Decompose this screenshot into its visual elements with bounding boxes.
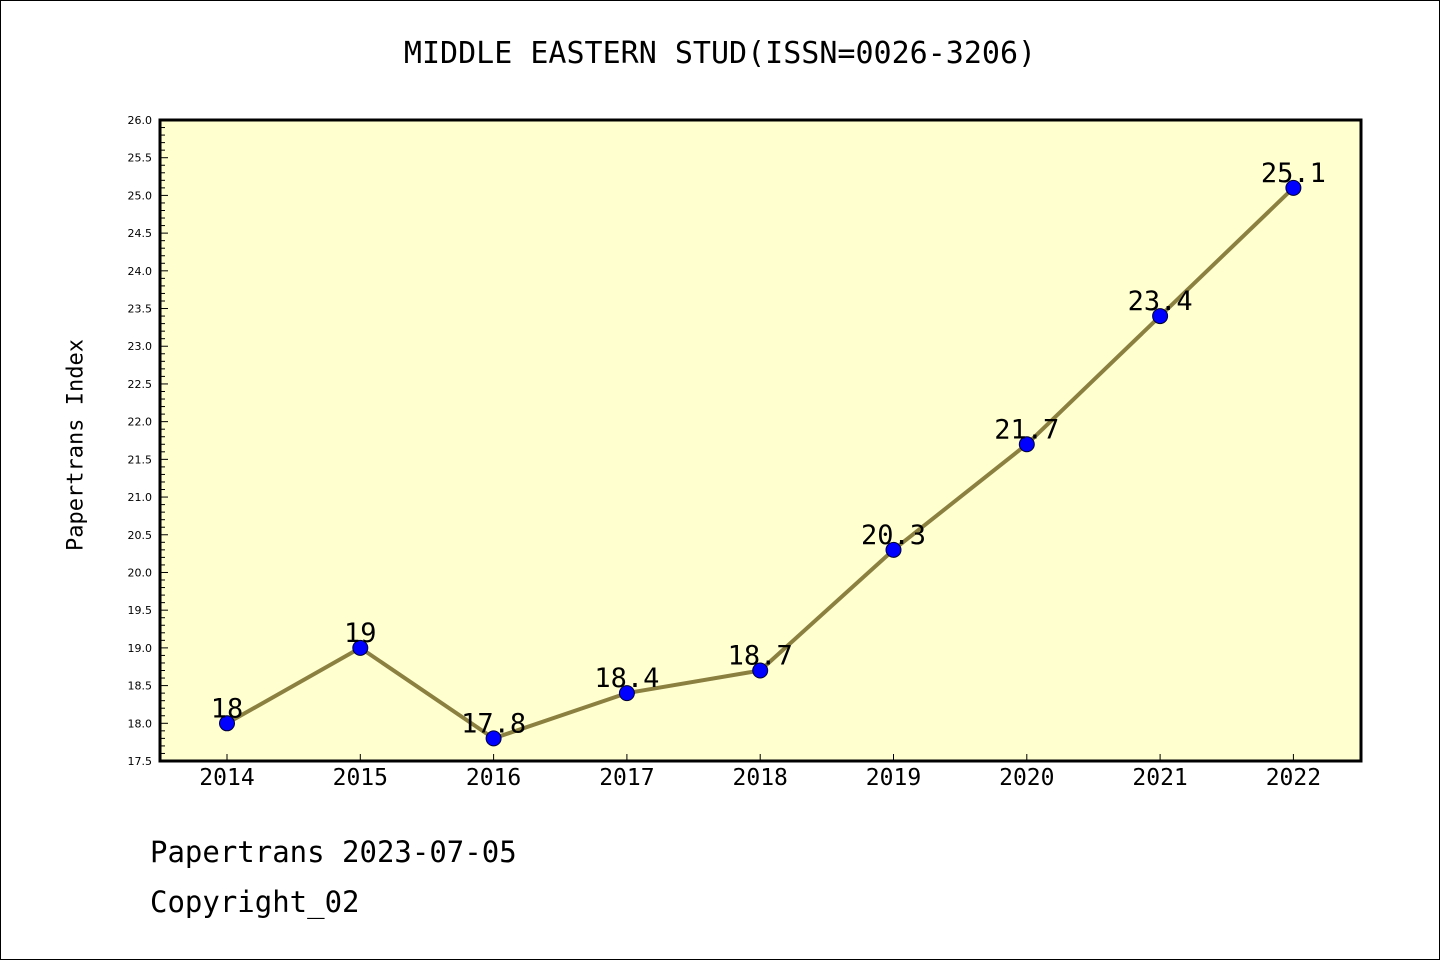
y-tick-label: 23.0	[128, 340, 153, 353]
x-tick-label: 2014	[199, 765, 254, 791]
footer-date: Papertrans 2023-07-05	[150, 835, 517, 869]
data-label: 21.7	[994, 414, 1059, 445]
chart-title: MIDDLE EASTERN STUD(ISSN=0026-3206)	[403, 36, 1037, 71]
data-label: 18.4	[594, 663, 659, 694]
data-point	[485, 730, 502, 747]
y-tick-label: 19.0	[128, 642, 153, 655]
y-tick-label: 19.5	[128, 604, 153, 617]
y-tick-label: 24.0	[128, 265, 153, 278]
data-point	[1152, 308, 1169, 325]
y-tick-label: 20.5	[128, 529, 153, 542]
y-tick-label: 18.0	[128, 717, 153, 730]
y-axis: 17.5 18.0 18.5 19.0 19.5 20.0 20.5 21.0 21.5 22.0…	[128, 114, 168, 768]
x-tick-label: 2022	[1266, 765, 1321, 791]
data-point	[352, 639, 369, 656]
x-tick-label: 2019	[866, 765, 921, 791]
x-tick-label: 2018	[733, 765, 788, 791]
data-labels: 18 19 17.8 18.4 18.7 20.3 21.7 23.4 25.1	[211, 158, 1326, 740]
y-tick-label: 25.0	[128, 189, 153, 202]
y-tick-label: 24.5	[128, 227, 153, 240]
x-tick-label: 2017	[599, 765, 654, 791]
data-point	[219, 715, 235, 732]
data-point	[1018, 436, 1035, 453]
y-tick-label: 25.5	[128, 152, 153, 165]
data-label: 20.3	[861, 520, 926, 551]
x-axis: 2014 2015 2016 2017 2018 2019 2020 2021 2022	[199, 754, 1321, 791]
data-label: 18.7	[728, 641, 793, 672]
data-point	[1285, 179, 1302, 196]
footer-copyright: Copyright_02	[150, 885, 360, 919]
data-label: 19	[344, 618, 377, 649]
data-label: 25.1	[1261, 158, 1326, 189]
plot-border	[158, 118, 1363, 763]
y-tick-label: 17.5	[128, 755, 153, 768]
y-tick-label: 18.5	[128, 680, 153, 693]
data-label: 18	[211, 693, 244, 724]
data-point	[752, 662, 769, 679]
y-tick-label: 22.5	[128, 378, 153, 391]
data-label: 23.4	[1128, 286, 1193, 317]
data-point	[885, 541, 902, 558]
x-tick-label: 2016	[466, 765, 521, 791]
data-point	[618, 685, 635, 702]
series	[219, 179, 1302, 747]
y-tick-label: 21.0	[128, 491, 153, 504]
y-tick-label: 21.5	[128, 453, 153, 466]
y-tick-label: 22.0	[128, 416, 153, 429]
x-tick-label: 2020	[999, 765, 1054, 791]
y-tick-label: 20.0	[128, 566, 153, 579]
data-label: 17.8	[461, 708, 526, 739]
y-tick-label: 26.0	[128, 114, 153, 127]
y-tick-label: 23.5	[128, 303, 153, 316]
x-tick-label: 2015	[333, 765, 388, 791]
x-tick-label: 2021	[1132, 765, 1187, 791]
